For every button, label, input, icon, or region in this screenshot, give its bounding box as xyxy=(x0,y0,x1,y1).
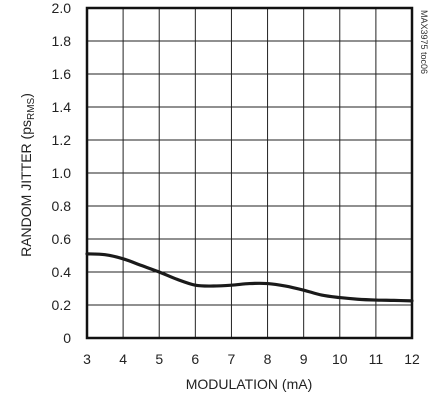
y-axis-title: RANDOM JITTER (psRMS) xyxy=(18,93,37,257)
grid xyxy=(86,7,413,339)
x-tick-label: 11 xyxy=(369,351,384,367)
y-tick-label: 0.8 xyxy=(52,198,72,214)
y-axis-title-end: ) xyxy=(18,93,34,98)
y-tick-label: 2.0 xyxy=(52,0,72,16)
y-tick-label: 0.6 xyxy=(52,231,72,247)
y-tick-labels: 0 0.2 0.4 0.6 0.8 1.0 1.2 1.4 1.6 1.8 2.0 xyxy=(52,0,72,346)
x-tick-label: 9 xyxy=(300,351,308,367)
x-tick-label: 3 xyxy=(83,351,91,367)
x-tick-label: 4 xyxy=(119,351,127,367)
y-tick-label: 0.2 xyxy=(52,297,72,313)
y-tick-label: 0 xyxy=(63,330,71,346)
x-tick-label: 12 xyxy=(404,351,420,367)
y-tick-label: 1.0 xyxy=(52,165,72,181)
y-tick-label: 1.6 xyxy=(52,66,72,82)
plot-frame xyxy=(85,6,414,340)
y-axis-title-sub: RMS xyxy=(26,97,37,120)
x-tick-labels: 3 4 5 6 7 8 9 10 11 12 xyxy=(83,351,420,367)
x-tick-label: 7 xyxy=(228,351,236,367)
x-axis-title: MODULATION (mA) xyxy=(186,376,313,392)
x-tick-label: 10 xyxy=(332,351,348,367)
x-tick-label: 8 xyxy=(264,351,272,367)
figure-code-label: MAX3975 toc06 xyxy=(419,10,429,74)
series-line-random-jitter xyxy=(85,252,414,303)
y-tick-label: 0.4 xyxy=(52,264,72,280)
x-tick-label: 5 xyxy=(155,351,163,367)
y-axis-title-main: RANDOM JITTER (ps xyxy=(18,120,34,257)
x-tick-label: 6 xyxy=(191,351,199,367)
y-tick-label: 1.8 xyxy=(52,33,72,49)
y-tick-label: 1.2 xyxy=(52,132,72,148)
y-tick-label: 1.4 xyxy=(52,99,72,115)
